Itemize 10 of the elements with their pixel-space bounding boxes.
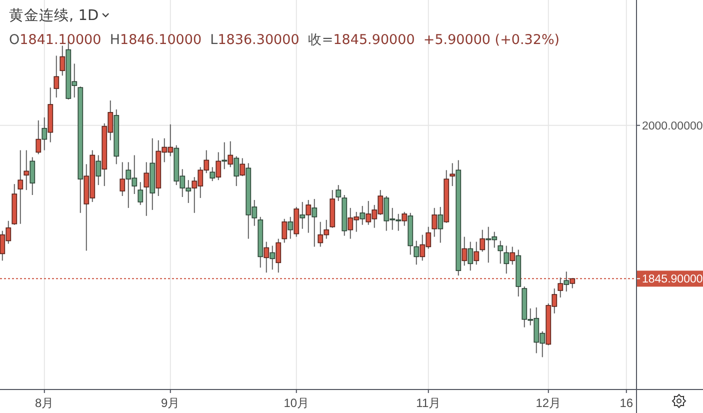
x-tick-label: 10月 [284, 396, 310, 410]
x-tick-label: 16 [620, 396, 634, 410]
y-tick-label: 1845.90000 [642, 274, 703, 286]
text: O1841.10000 H1846.10000 L1836.30000 收=1845.90000 +5.90000 (+0.32%) [9, 32, 560, 48]
x-tick-label: 9月 [161, 396, 180, 410]
text: 黄金连续, 1D [9, 7, 99, 24]
x-tick-label: 12月 [536, 396, 562, 410]
x-tick-label: 11月 [416, 396, 441, 410]
y-tick-label: 2000.00000 [642, 120, 703, 132]
x-tick-label: 8月 [35, 396, 54, 410]
